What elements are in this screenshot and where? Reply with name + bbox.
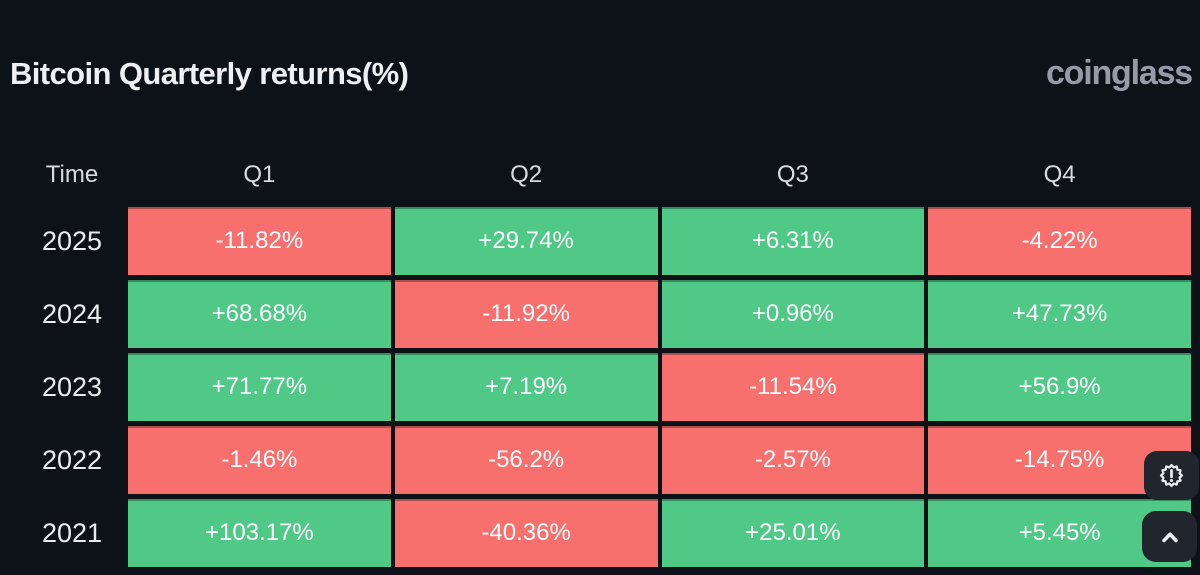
badge-exclamation-icon	[1158, 462, 1185, 489]
row-label-2024: 2024	[41, 298, 103, 329]
row-label-2025: 2025	[41, 225, 103, 256]
return-cell-2021-q3: +25.01%	[661, 499, 925, 567]
page-header: Bitcoin Quarterly returns(%) coinglass	[10, 54, 1193, 93]
column-header-q1: Q1	[243, 161, 276, 188]
return-cell-2022-q2: -56.2%	[394, 426, 658, 494]
return-cell-2024-q1: +68.68%	[128, 280, 391, 348]
column-header-time: Time	[45, 161, 99, 188]
column-header-q4: Q4	[1043, 161, 1076, 188]
return-cell-2025-q2: +29.74%	[394, 207, 658, 275]
scroll-to-top-button[interactable]	[1142, 511, 1197, 562]
return-cell-2023-q1: +71.77%	[128, 353, 391, 421]
chevron-up-icon	[1155, 522, 1185, 552]
return-cell-2024-q2: -11.92%	[394, 280, 658, 348]
return-cell-2025-q4: -4.22%	[928, 207, 1191, 275]
return-cell-2023-q4: +56.9%	[928, 353, 1191, 421]
column-header-q2: Q2	[510, 161, 543, 188]
return-cell-2021-q1: +103.17%	[128, 499, 391, 567]
return-cell-2022-q1: -1.46%	[128, 426, 391, 494]
return-cell-2024-q4: +47.73%	[928, 280, 1191, 348]
row-label-2021: 2021	[41, 517, 103, 548]
page-title: Bitcoin Quarterly returns(%)	[10, 55, 409, 91]
notifications-button[interactable]	[1144, 451, 1199, 500]
row-label-2023: 2023	[41, 371, 103, 402]
row-label-2022: 2022	[41, 444, 103, 475]
return-cell-2024-q3: +0.96%	[661, 280, 925, 348]
return-cell-2025-q1: -11.82%	[128, 207, 391, 275]
returns-grid: Time Q1 Q2 Q3 Q4 2025 -11.82% +29.74% +6.31% -4.2…	[20, 148, 1191, 567]
return-cell-2022-q3: -2.57%	[661, 426, 925, 494]
return-cell-2025-q3: +6.31%	[661, 207, 925, 275]
return-cell-2021-q2: -40.36%	[394, 499, 658, 567]
coinglass-logo[interactable]: coinglass	[1045, 54, 1193, 92]
return-cell-2023-q2: +7.19%	[394, 353, 658, 421]
return-cell-2023-q3: -11.54%	[661, 353, 925, 421]
column-header-q3: Q3	[776, 161, 809, 188]
